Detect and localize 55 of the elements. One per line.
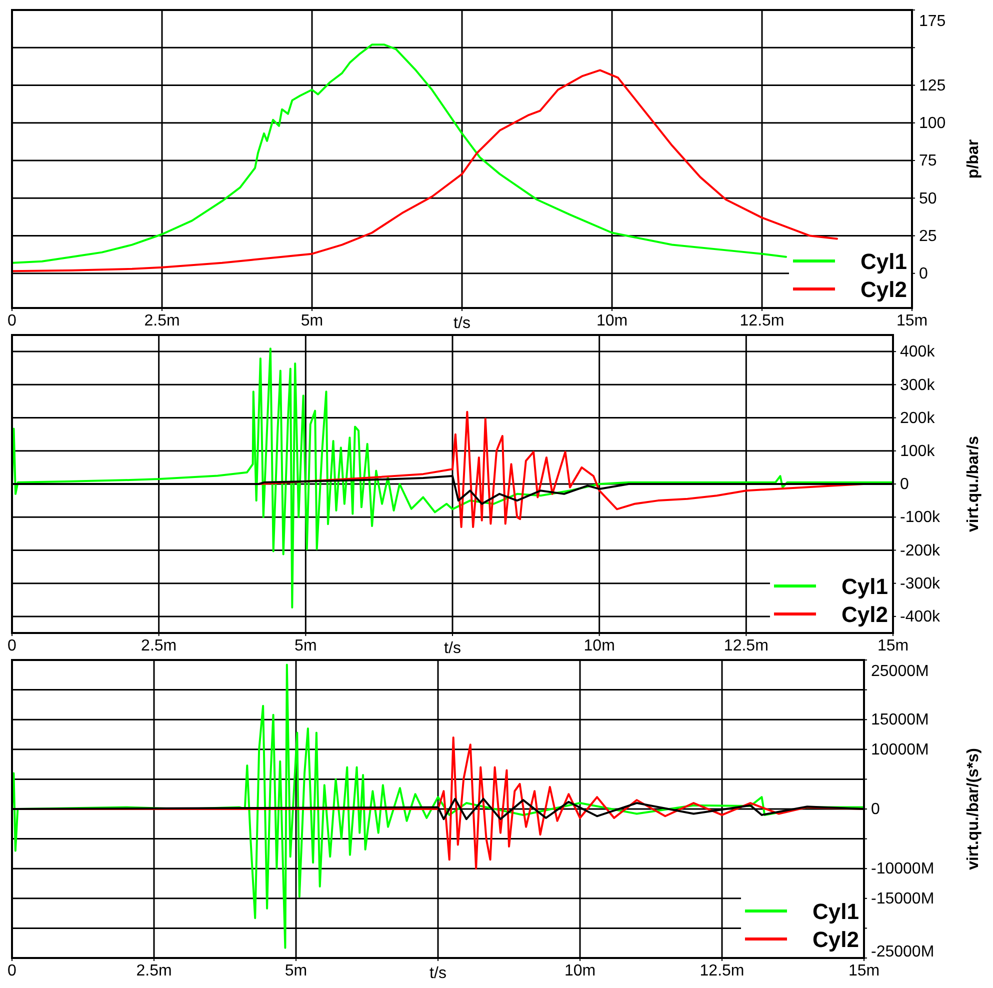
y-tick-label: 0 [919, 266, 928, 283]
x-tick-label: 15m [877, 637, 909, 654]
x-tick-label: 2.5m [141, 637, 177, 654]
legend-label: Cyl1 [812, 899, 859, 924]
y-axis-title: virt.qu./bar/(s*s) [965, 748, 982, 870]
y-axis-title: virt.qu./bar/s [965, 436, 982, 532]
x-tick-label: 5m [300, 312, 324, 330]
x-tick-label: 10m [564, 962, 596, 980]
legend-label: Cyl1 [842, 574, 888, 599]
legend-label: Cyl2 [860, 277, 907, 302]
y-tick-label: 0 [900, 476, 909, 494]
y-tick-label: -300k [900, 575, 942, 592]
y-tick-label: -400k [900, 608, 942, 626]
y-tick-label: -200k [900, 542, 942, 560]
x-tick-label: 12.5m [740, 312, 784, 330]
y-tick-label: 75 [919, 152, 937, 170]
y-axis-title: p/bar [965, 139, 982, 179]
x-tick-label: 2.5m [144, 312, 180, 330]
x-tick-label: 0 [8, 312, 17, 330]
y-tick-label: 125 [919, 77, 946, 94]
y-tick-label: -25000M [871, 943, 934, 960]
line-series [12, 69, 838, 272]
legend-label: Cyl2 [842, 602, 888, 627]
y-tick-label: 100k [900, 443, 936, 460]
x-tick-label: 10m [584, 637, 615, 654]
x-tick-label: 10m [596, 312, 628, 330]
y-tick-label: 50 [919, 190, 937, 208]
x-tick-label: 0 [8, 962, 17, 980]
x-axis-title: t/s [454, 315, 470, 332]
y-tick-label: 200k [900, 410, 936, 427]
y-tick-label: 175 [919, 13, 946, 30]
x-tick-label: 0 [8, 637, 17, 654]
y-tick-label: 0 [871, 801, 880, 818]
x-tick-label: 12.5m [724, 637, 768, 654]
y-tick-label: -10000M [871, 860, 934, 878]
x-tick-label: 5m [294, 637, 317, 654]
y-tick-label: 25000M [871, 663, 929, 680]
x-axis-title: t/s [430, 965, 446, 982]
line-series [12, 44, 787, 264]
legend-label: Cyl2 [812, 927, 859, 952]
x-tick-label: 15m [896, 312, 928, 330]
y-tick-label: 15000M [871, 712, 929, 729]
legend-label: Cyl1 [860, 249, 907, 274]
y-tick-label: 10000M [871, 742, 929, 759]
x-tick-label: 5m [284, 962, 308, 980]
x-tick-label: 12.5m [700, 962, 744, 980]
y-tick-label: 100 [919, 115, 946, 132]
x-tick-label: 2.5m [136, 962, 172, 980]
y-tick-label: 400k [900, 344, 936, 361]
y-tick-label: 25 [919, 228, 937, 245]
x-axis-title: t/s [444, 640, 461, 657]
y-tick-label: -100k [900, 509, 942, 526]
y-tick-label: -15000M [871, 890, 934, 908]
x-tick-label: 15m [848, 962, 880, 980]
y-tick-label: 300k [900, 376, 936, 394]
